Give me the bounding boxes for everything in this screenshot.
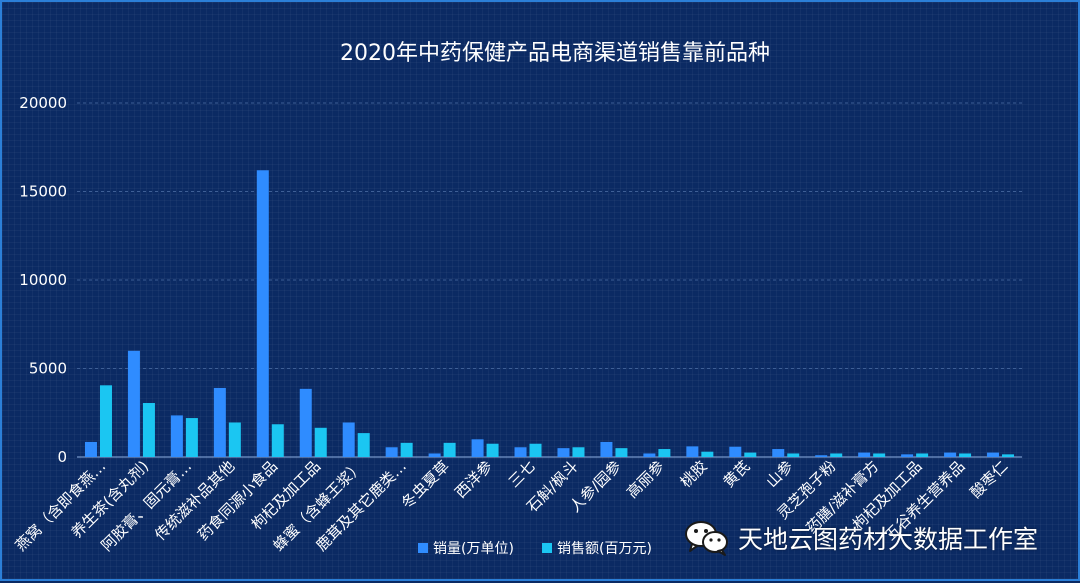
- bar-sales-volume: [815, 455, 828, 457]
- bar-sales-amount: [744, 452, 757, 457]
- bar-sales-amount: [228, 422, 241, 457]
- x-tick-label: 三七: [505, 457, 539, 491]
- bar-sales-amount: [959, 453, 972, 457]
- wechat-icon: [685, 521, 728, 556]
- watermark-text: 天地云图药材大数据工作室: [738, 525, 1039, 554]
- bar-sales-volume: [944, 452, 957, 457]
- bar-sales-volume: [557, 448, 570, 457]
- bar-sales-volume: [729, 446, 742, 457]
- x-tick-label: 黄芪: [720, 457, 754, 491]
- bar-sales-amount: [99, 385, 112, 457]
- y-tick-label: 10000: [19, 271, 67, 289]
- bar-sales-volume: [127, 350, 140, 457]
- x-tick-label: 山参: [763, 457, 797, 491]
- bar-sales-amount: [615, 448, 628, 457]
- chart-title: 2020年中药保健产品电商渠道销售靠前品种: [340, 41, 770, 66]
- bar-sales-amount: [658, 449, 671, 457]
- bar-sales-amount: [701, 451, 714, 457]
- bar-sales-volume: [170, 415, 183, 457]
- legend-swatch-sales-amount: [542, 543, 552, 553]
- bar-sales-volume: [213, 387, 226, 457]
- bar-sales-volume: [772, 449, 785, 457]
- bar-sales-volume: [84, 441, 97, 457]
- bar-sales-amount: [400, 442, 413, 457]
- bar-sales-amount: [142, 403, 155, 457]
- y-tick-label: 20000: [19, 94, 67, 112]
- y-tick-label: 5000: [29, 360, 67, 378]
- legend-swatch-sales-volume: [418, 543, 428, 553]
- bar-sales-amount: [830, 453, 843, 457]
- bar-sales-volume: [901, 454, 914, 457]
- bar-sales-amount: [1002, 454, 1015, 457]
- bar-sales-volume: [342, 422, 355, 457]
- bar-sales-amount: [357, 433, 370, 457]
- bar-sales-volume: [987, 452, 1000, 457]
- bar-sales-amount: [486, 443, 499, 457]
- bar-sales-amount: [916, 453, 929, 457]
- legend-label-sales-amount: 销售额(百万元): [557, 541, 652, 557]
- bar-sales-volume: [299, 388, 312, 457]
- bar-sales-volume: [686, 446, 699, 457]
- y-tick-label: 15000: [19, 183, 67, 201]
- x-tick-label: 桃胶: [677, 457, 711, 491]
- bar-sales-volume: [514, 447, 527, 457]
- bar-sales-amount: [271, 424, 284, 457]
- y-tick-label: 0: [57, 448, 67, 466]
- bar-sales-amount: [314, 427, 327, 457]
- x-tick-label: 冬虫夏草: [398, 457, 453, 512]
- bar-sales-amount: [529, 443, 542, 457]
- bar-sales-volume: [385, 447, 398, 457]
- watermark: 天地云图药材大数据工作室: [684, 518, 1038, 558]
- legend-label-sales-volume: 销量(万单位): [433, 541, 514, 557]
- x-tick-label: 酸枣仁: [967, 457, 1012, 502]
- bar-sales-volume: [256, 170, 269, 457]
- bar-sales-amount: [572, 447, 585, 457]
- x-tick-label: 高丽参: [623, 457, 668, 502]
- bar-sales-volume: [428, 453, 441, 457]
- bar-sales-volume: [600, 441, 613, 457]
- bar-sales-amount: [873, 453, 886, 457]
- bar-sales-amount: [185, 418, 198, 457]
- bar-sales-amount: [787, 453, 800, 457]
- bar-sales-volume: [643, 453, 656, 457]
- x-tick-label: 西洋参: [451, 457, 496, 502]
- bar-sales-volume: [858, 452, 871, 457]
- bar-sales-amount: [443, 442, 456, 457]
- bar-sales-volume: [471, 439, 484, 457]
